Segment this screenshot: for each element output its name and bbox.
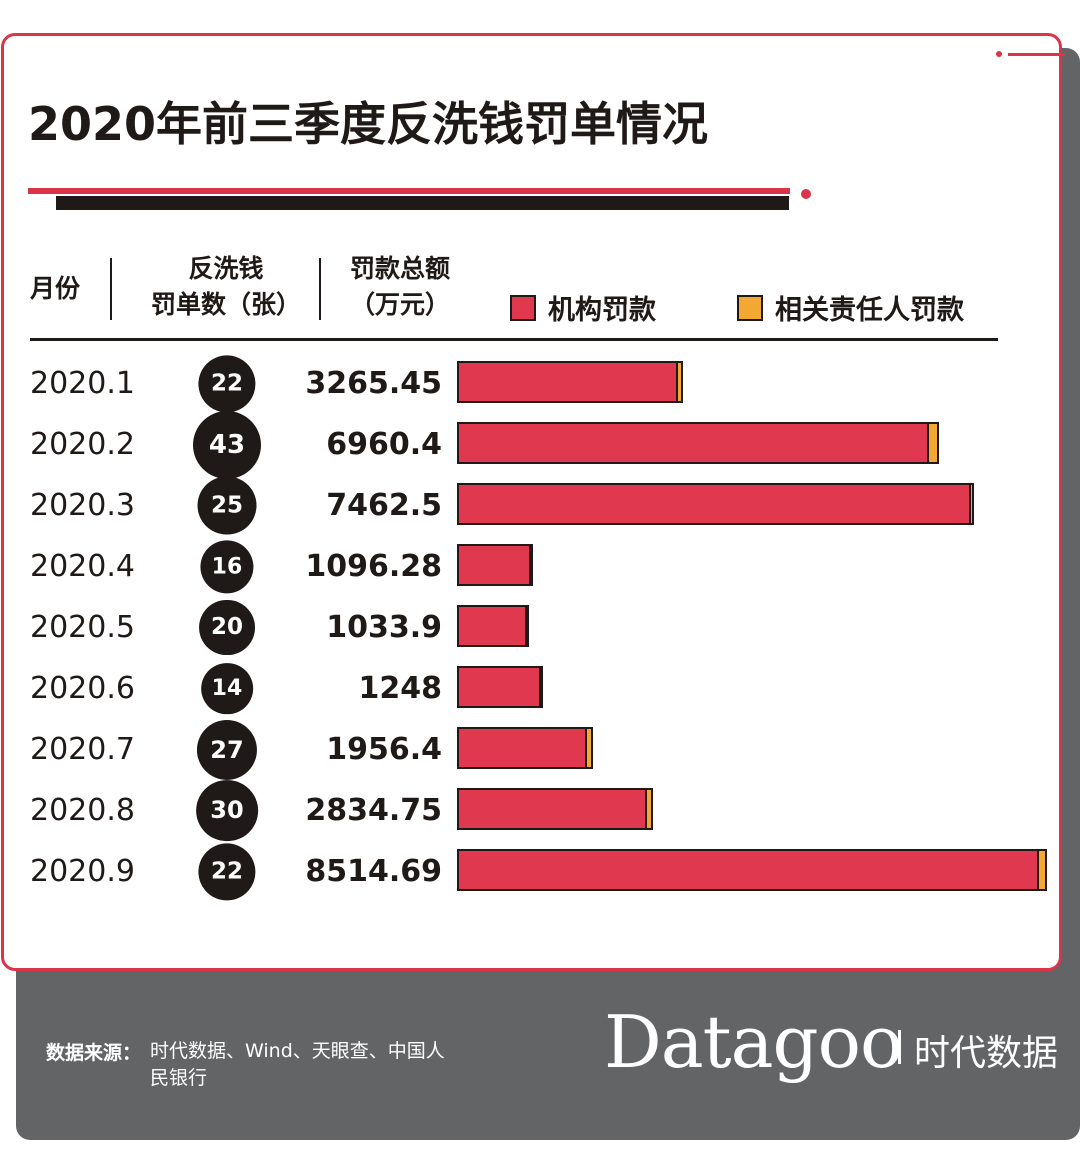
bar-segment-institution xyxy=(459,607,525,645)
header-ticket-count-line1: 反洗钱 xyxy=(188,254,264,283)
bar-segment-institution xyxy=(459,363,677,401)
stacked-bar xyxy=(457,727,593,769)
brand-separator xyxy=(898,1030,901,1064)
header-fine-amount-line2: （万元） xyxy=(349,290,450,319)
ticket-count-bubble: 43 xyxy=(193,410,261,479)
header-ticket-count-line2: 罚单数（张） xyxy=(150,290,301,319)
brand-logo: Datagoo xyxy=(604,1000,903,1084)
header-separator xyxy=(110,258,112,320)
chart-row: 2020.4 16 1096.28 xyxy=(0,536,1080,597)
legend-label-institution: 机构罚款 xyxy=(548,295,656,326)
category-label: 2020.2 xyxy=(30,427,135,462)
bar-segment-institution xyxy=(459,668,540,706)
bar-segment-institution xyxy=(459,851,1037,889)
stacked-bar xyxy=(457,605,529,647)
category-label: 2020.4 xyxy=(30,549,135,584)
legend-swatch-institution xyxy=(510,294,536,321)
title-underline-dot xyxy=(801,189,811,199)
bar-segment-institution xyxy=(459,546,529,584)
ticket-count-bubble: 27 xyxy=(196,719,258,780)
ticket-count-bubble: 20 xyxy=(199,599,255,656)
title-underline-black xyxy=(56,196,789,210)
stacked-bar xyxy=(457,544,533,586)
header-rule xyxy=(30,338,998,341)
category-label: 2020.7 xyxy=(30,732,135,767)
category-label: 2020.8 xyxy=(30,793,135,828)
chart-row: 2020.2 43 6960.4 xyxy=(0,410,1080,479)
bar-segment-personnel xyxy=(528,546,531,584)
legend-personnel: 相关责任人罚款 xyxy=(737,288,964,327)
bar-segment-personnel xyxy=(585,729,591,767)
total-amount-label: 1956.4 xyxy=(326,732,442,767)
ticket-count-bubble: 30 xyxy=(196,779,258,842)
stacked-bar xyxy=(457,849,1048,891)
source-text: 时代数据、Wind、天眼查、中国人民银行 xyxy=(150,1040,445,1089)
header-ticket-count: 反洗钱 罚单数（张） xyxy=(128,251,324,323)
chart-row: 2020.5 20 1033.9 xyxy=(0,597,1080,658)
chart-row: 2020.9 22 8514.69 xyxy=(0,841,1080,902)
title-underline-red xyxy=(28,188,790,194)
header-fine-amount-line1: 罚款总额 xyxy=(349,254,450,283)
bar-segment-personnel xyxy=(1036,851,1046,889)
stacked-bar xyxy=(457,422,940,464)
total-amount-label: 1248 xyxy=(358,671,443,706)
ticket-count-bubble: 16 xyxy=(200,539,254,594)
header-month: 月份 xyxy=(30,274,81,303)
bar-segment-institution xyxy=(459,790,646,828)
chart-row: 2020.1 22 3265.45 xyxy=(0,353,1080,414)
bar-segment-personnel xyxy=(927,424,938,462)
stacked-bar xyxy=(457,788,654,830)
total-amount-label: 1096.28 xyxy=(305,549,442,584)
stacked-bar xyxy=(457,483,975,525)
total-amount-label: 8514.69 xyxy=(305,854,442,889)
bar-segment-institution xyxy=(459,485,970,523)
bar-segment-institution xyxy=(459,424,928,462)
chart-title: 2020年前三季度反洗钱罚单情况 xyxy=(28,97,709,151)
category-label: 2020.1 xyxy=(30,366,135,401)
stacked-bar xyxy=(457,361,684,403)
category-label: 2020.3 xyxy=(30,488,135,523)
corner-dot-decoration xyxy=(996,51,1002,57)
ticket-count-bubble: 25 xyxy=(197,476,257,535)
legend-institution: 机构罚款 xyxy=(510,288,656,327)
bar-segment-personnel xyxy=(676,363,682,401)
total-amount-label: 7462.5 xyxy=(326,488,442,523)
total-amount-label: 6960.4 xyxy=(326,427,442,462)
bar-segment-personnel xyxy=(969,485,973,523)
ticket-count-bubble: 22 xyxy=(198,354,256,413)
total-amount-label: 2834.75 xyxy=(305,793,442,828)
ticket-count-bubble: 22 xyxy=(198,842,256,901)
bar-segment-personnel xyxy=(539,668,542,706)
category-label: 2020.9 xyxy=(30,854,135,889)
header-fine-amount: 罚款总额 （万元） xyxy=(330,251,470,323)
chart-row: 2020.3 25 7462.5 xyxy=(0,475,1080,536)
legend-swatch-personnel xyxy=(737,294,763,321)
bar-segment-personnel xyxy=(524,607,527,645)
legend-label-personnel: 相关责任人罚款 xyxy=(775,295,964,326)
bar-segment-personnel xyxy=(645,790,652,828)
category-label: 2020.6 xyxy=(30,671,135,706)
bar-segment-institution xyxy=(459,729,586,767)
ticket-count-bubble: 14 xyxy=(201,662,253,715)
total-amount-label: 3265.45 xyxy=(305,366,442,401)
chart-row: 2020.7 27 1956.4 xyxy=(0,719,1080,780)
category-label: 2020.5 xyxy=(30,610,135,645)
source-label: 数据来源： xyxy=(46,1042,142,1064)
chart-row: 2020.6 14 1248 xyxy=(0,658,1080,719)
corner-line-decoration xyxy=(1008,53,1066,56)
stacked-bar xyxy=(457,666,544,708)
header-separator xyxy=(319,258,321,320)
brand-name-cn: 时代数据 xyxy=(914,1033,1059,1074)
chart-row: 2020.8 30 2834.75 xyxy=(0,779,1080,842)
total-amount-label: 1033.9 xyxy=(326,610,442,645)
